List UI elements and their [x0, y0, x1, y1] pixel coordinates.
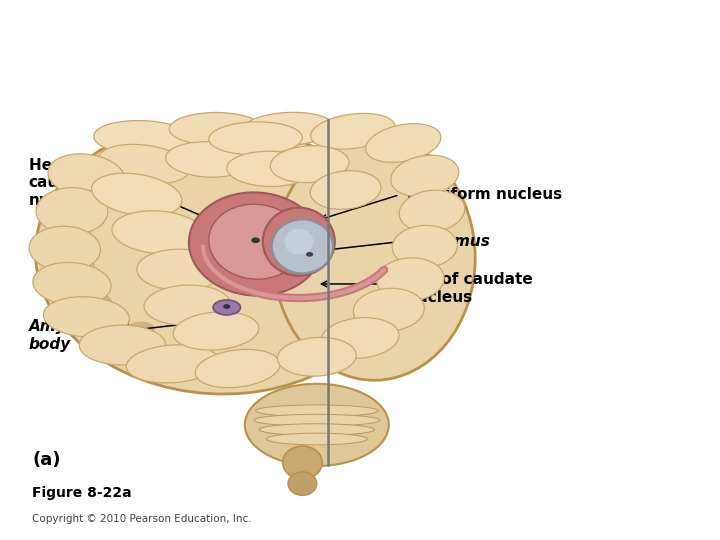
Ellipse shape: [253, 414, 380, 426]
Ellipse shape: [209, 122, 302, 155]
Ellipse shape: [213, 300, 240, 315]
Ellipse shape: [282, 446, 323, 479]
Ellipse shape: [245, 384, 389, 466]
Ellipse shape: [284, 229, 313, 254]
Ellipse shape: [36, 188, 108, 234]
Ellipse shape: [126, 321, 155, 336]
Circle shape: [223, 304, 230, 309]
Circle shape: [306, 252, 313, 256]
Ellipse shape: [137, 249, 223, 291]
Ellipse shape: [184, 338, 212, 352]
Ellipse shape: [399, 190, 465, 232]
Ellipse shape: [270, 146, 349, 183]
Ellipse shape: [94, 120, 194, 156]
Ellipse shape: [144, 285, 230, 325]
Text: (a): (a): [32, 451, 61, 469]
Circle shape: [251, 238, 260, 243]
Text: Thalamus: Thalamus: [407, 234, 490, 249]
Ellipse shape: [366, 124, 441, 163]
Ellipse shape: [227, 151, 313, 186]
Ellipse shape: [43, 296, 130, 337]
Ellipse shape: [266, 433, 367, 445]
Text: Tail of caudate
nucleus: Tail of caudate nucleus: [407, 273, 533, 305]
Ellipse shape: [166, 141, 252, 177]
Ellipse shape: [354, 288, 424, 331]
Ellipse shape: [310, 171, 381, 210]
Text: Amygdaloid
body: Amygdaloid body: [29, 320, 130, 352]
Ellipse shape: [263, 207, 335, 276]
Ellipse shape: [259, 424, 374, 435]
Ellipse shape: [241, 112, 335, 145]
Ellipse shape: [91, 173, 182, 216]
Text: The Basal Nuclei: The Basal Nuclei: [199, 16, 521, 54]
Ellipse shape: [33, 262, 111, 306]
Ellipse shape: [126, 345, 220, 383]
Ellipse shape: [79, 325, 166, 365]
Text: Lentiform nucleus: Lentiform nucleus: [407, 187, 562, 202]
Ellipse shape: [274, 136, 475, 380]
Ellipse shape: [321, 318, 399, 359]
Ellipse shape: [112, 211, 204, 254]
Ellipse shape: [189, 192, 323, 295]
Text: Head of
caudate
nucleus: Head of caudate nucleus: [29, 158, 98, 208]
Ellipse shape: [288, 472, 317, 495]
Ellipse shape: [392, 225, 457, 267]
Ellipse shape: [277, 338, 356, 376]
Ellipse shape: [391, 155, 459, 197]
Ellipse shape: [35, 122, 397, 394]
Ellipse shape: [174, 312, 258, 350]
Text: Figure 8-22a: Figure 8-22a: [32, 486, 132, 500]
Ellipse shape: [209, 204, 302, 279]
Ellipse shape: [48, 154, 125, 198]
Ellipse shape: [67, 222, 91, 237]
Ellipse shape: [195, 349, 280, 388]
Ellipse shape: [83, 293, 112, 307]
Ellipse shape: [377, 258, 444, 301]
Ellipse shape: [29, 226, 101, 271]
Ellipse shape: [310, 113, 395, 149]
Ellipse shape: [98, 144, 190, 184]
Ellipse shape: [71, 259, 95, 272]
Ellipse shape: [271, 219, 333, 273]
Ellipse shape: [105, 173, 132, 188]
Text: Copyright © 2010 Pearson Education, Inc.: Copyright © 2010 Pearson Education, Inc.: [32, 514, 252, 524]
Ellipse shape: [169, 112, 263, 145]
Ellipse shape: [256, 405, 378, 417]
